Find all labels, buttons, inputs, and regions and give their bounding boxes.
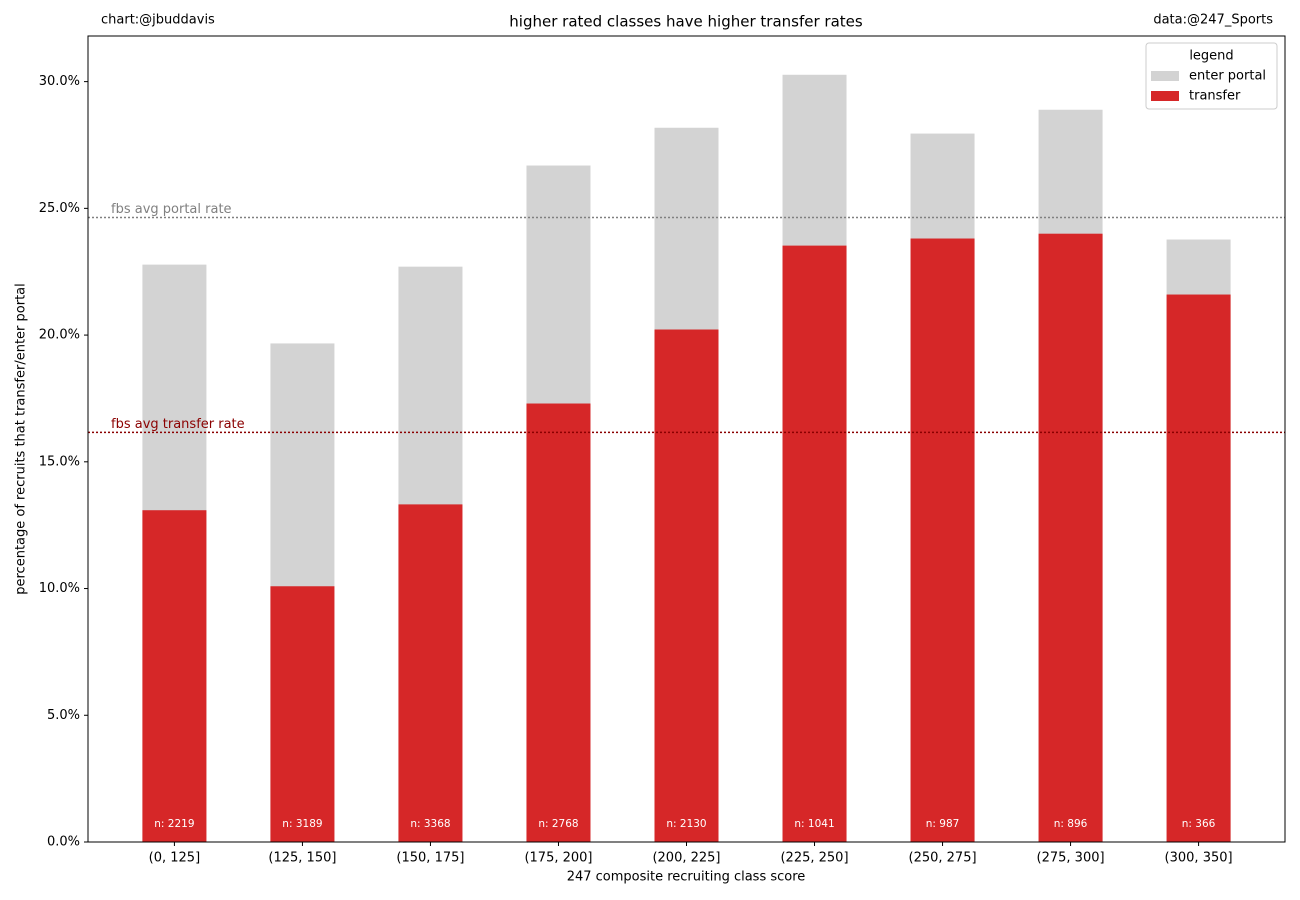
- n-label: n: 366: [1182, 818, 1216, 830]
- credit: data:@247_Sports: [1153, 13, 1273, 28]
- chart-title: higher rated classes have higher transfe…: [509, 13, 863, 31]
- reference-label: fbs avg transfer rate: [111, 417, 245, 432]
- x-axis-label: 247 composite recruiting class score: [567, 870, 806, 885]
- bar: [142, 510, 207, 842]
- bar: [910, 238, 975, 842]
- x-tick-label: (175, 200]: [524, 851, 592, 866]
- x-tick-label: (0, 125]: [149, 851, 201, 866]
- bar: [1166, 294, 1231, 842]
- x-tick-label: (300, 350]: [1165, 851, 1233, 866]
- n-label: n: 2768: [538, 818, 578, 830]
- reference-label: fbs avg portal rate: [111, 202, 232, 217]
- legend-swatch: [1151, 91, 1179, 101]
- y-tick-label: 15.0%: [39, 454, 80, 469]
- x-tick-label: (200, 225]: [652, 851, 720, 866]
- legend-swatch: [1151, 71, 1179, 81]
- bar: [398, 504, 463, 842]
- y-tick-label: 0.0%: [47, 835, 80, 850]
- legend-label: enter portal: [1189, 69, 1266, 84]
- x-tick-label: (250, 275]: [909, 851, 977, 866]
- y-tick-label: 25.0%: [39, 201, 80, 216]
- y-tick-label: 10.0%: [39, 581, 80, 596]
- bar: [782, 245, 847, 842]
- legend-label: transfer: [1189, 89, 1241, 104]
- n-label: n: 2219: [154, 818, 194, 830]
- n-label: n: 987: [926, 818, 960, 830]
- x-tick-label: (150, 175]: [396, 851, 464, 866]
- y-tick-label: 20.0%: [39, 328, 80, 343]
- n-label: n: 1041: [794, 818, 834, 830]
- x-tick-label: (275, 300]: [1037, 851, 1105, 866]
- credit: chart:@jbuddavis: [101, 13, 215, 28]
- x-tick-label: (225, 250]: [780, 851, 848, 866]
- n-label: n: 3368: [410, 818, 450, 830]
- n-label: n: 896: [1054, 818, 1088, 830]
- y-tick-label: 30.0%: [39, 74, 80, 89]
- legend-title: legend: [1189, 49, 1233, 64]
- bar: [654, 329, 719, 843]
- bar: [270, 586, 335, 842]
- n-label: n: 2130: [666, 818, 706, 830]
- y-axis-label: percentage of recruits that transfer/ent…: [14, 283, 29, 595]
- n-label: n: 3189: [282, 818, 322, 830]
- bar: [526, 403, 591, 842]
- x-tick-label: (125, 150]: [268, 851, 336, 866]
- y-tick-label: 5.0%: [47, 708, 80, 723]
- bar: [1038, 233, 1103, 842]
- plot-frame: [87, 35, 1286, 843]
